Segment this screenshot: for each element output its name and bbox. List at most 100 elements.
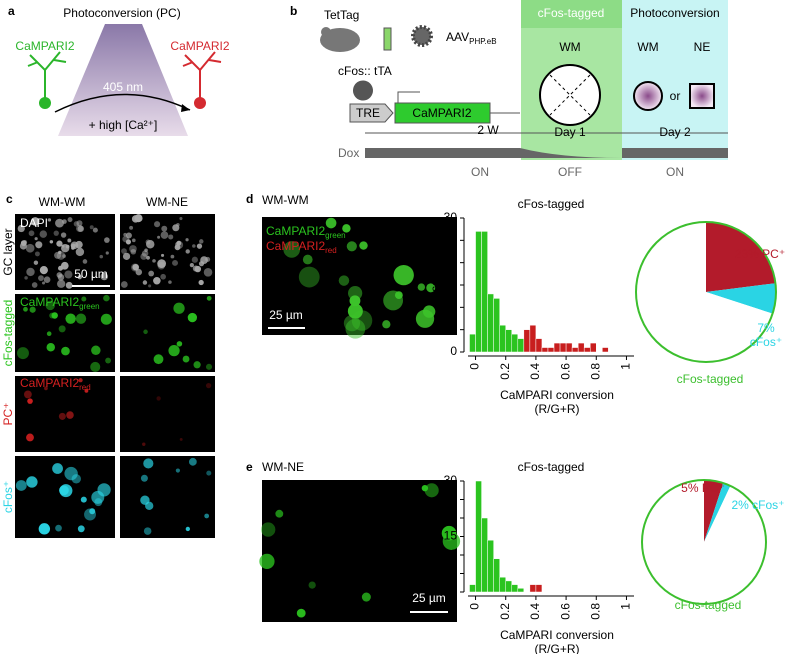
cell xyxy=(58,325,66,333)
cell xyxy=(57,274,65,281)
y-tick-label: 20 xyxy=(444,255,458,269)
label-sub: green xyxy=(325,231,345,240)
label: 50 µm xyxy=(74,267,108,281)
cell xyxy=(175,468,181,473)
bar xyxy=(499,324,506,353)
label: cFos-tagged xyxy=(538,6,605,20)
label: Day 2 xyxy=(659,125,691,139)
ne-arena xyxy=(689,83,715,109)
cell xyxy=(60,232,67,238)
cell xyxy=(59,485,69,496)
micrographs xyxy=(15,214,461,622)
cell xyxy=(176,341,183,347)
label: Dox xyxy=(338,146,359,160)
cell xyxy=(260,522,276,537)
cell xyxy=(61,244,70,253)
cell xyxy=(129,245,137,253)
cell xyxy=(77,274,82,280)
cell xyxy=(39,230,48,238)
label: WM xyxy=(637,40,658,54)
neuron-green xyxy=(27,51,67,100)
cell xyxy=(47,218,52,222)
label: TRE xyxy=(356,106,380,120)
label-sub: PHP.eB xyxy=(469,37,496,46)
cell xyxy=(53,230,59,236)
cell xyxy=(105,357,111,364)
cell xyxy=(191,256,198,263)
cell xyxy=(345,318,366,339)
cell xyxy=(148,284,152,288)
cell xyxy=(361,592,371,602)
cell xyxy=(90,361,101,372)
dox-bar xyxy=(365,148,728,158)
cell xyxy=(51,312,58,319)
bar xyxy=(505,580,513,593)
cell xyxy=(188,457,197,466)
cell xyxy=(26,267,35,277)
y-tick-label: 15 xyxy=(444,529,458,543)
label: TetTag xyxy=(324,8,359,22)
label: CaMPARI2 xyxy=(412,106,471,120)
cell xyxy=(131,215,140,223)
cell xyxy=(125,232,132,239)
chart-title: cFos-tagged xyxy=(518,460,585,474)
cell xyxy=(39,266,48,275)
cell xyxy=(89,225,94,230)
bar xyxy=(535,338,543,353)
micrograph-bg xyxy=(120,376,215,452)
cell xyxy=(161,225,168,232)
y-tick-label: 10 xyxy=(444,300,458,314)
virus-label: AAVPHP.eB xyxy=(446,30,497,46)
label: cFos⁺ xyxy=(1,481,15,513)
cell xyxy=(179,216,183,221)
mouse-ear xyxy=(321,27,331,37)
x-axis-label: CaMPARI conversion xyxy=(500,628,614,642)
bar xyxy=(487,539,494,593)
label: ON xyxy=(471,165,489,179)
cell xyxy=(148,270,155,277)
cell xyxy=(78,378,83,383)
y-tick-label: 30 xyxy=(444,473,458,487)
cell xyxy=(203,268,213,277)
label-main: CaMPARI2 xyxy=(20,376,79,390)
cell xyxy=(346,241,357,252)
bar xyxy=(541,347,549,353)
cell xyxy=(84,388,89,393)
cell xyxy=(168,345,180,357)
x-tick-label: 0.8 xyxy=(588,603,602,620)
cell xyxy=(52,463,63,474)
label: ON xyxy=(666,165,684,179)
label-main: CaMPARI2 xyxy=(20,295,79,309)
cell xyxy=(347,303,363,319)
bar xyxy=(469,333,476,353)
label: WM xyxy=(559,40,580,54)
cell xyxy=(64,270,73,279)
cell xyxy=(26,433,34,442)
cell xyxy=(199,239,204,244)
cell xyxy=(172,224,180,232)
cell xyxy=(61,346,70,356)
cell xyxy=(302,254,313,265)
label-main: AAV xyxy=(446,30,469,44)
cell xyxy=(91,345,101,356)
cell xyxy=(154,221,161,228)
cell xyxy=(82,259,88,264)
label: 2 W xyxy=(477,123,499,137)
label: WM-WM xyxy=(39,195,86,209)
cell xyxy=(176,240,182,246)
label: GC layer xyxy=(1,228,15,275)
label: NE xyxy=(694,40,711,54)
x-tick-label: 0 xyxy=(468,363,482,370)
cell xyxy=(35,241,43,249)
x-tick-label: 0.4 xyxy=(528,363,542,380)
cell xyxy=(75,247,85,257)
x-tick-label: 1 xyxy=(619,363,633,370)
bar xyxy=(602,347,609,353)
label: WM-WM xyxy=(262,193,309,207)
cell xyxy=(161,253,165,257)
phase-1-header xyxy=(521,0,622,28)
bar xyxy=(481,517,488,593)
label: OFF xyxy=(558,165,582,179)
pie-slice xyxy=(636,222,773,362)
